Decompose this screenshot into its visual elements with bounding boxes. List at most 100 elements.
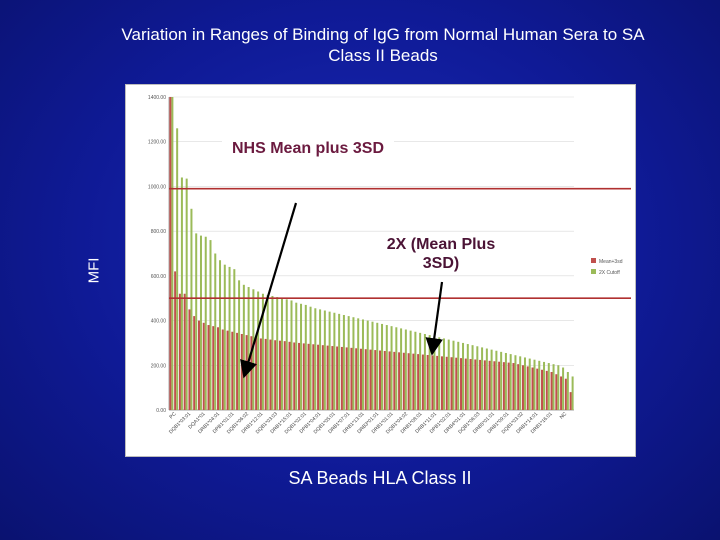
bar-mean-3sd [531, 367, 534, 410]
bar-mean-3sd [212, 326, 215, 410]
bar-2x-cutoff [180, 177, 183, 410]
bar-2x-cutoff [319, 309, 322, 410]
bar-mean-3sd [436, 355, 439, 410]
bar-2x-cutoff [385, 325, 388, 410]
bar-mean-3sd [174, 271, 177, 410]
bar-mean-3sd [183, 293, 186, 410]
bar-mean-3sd [269, 339, 272, 410]
bar-2x-cutoff [309, 306, 312, 410]
bar-2x-cutoff [509, 354, 512, 410]
bar-2x-cutoff [304, 304, 307, 410]
legend-label: Mean+3sd [599, 259, 623, 265]
bar-mean-3sd [350, 347, 353, 410]
bar-mean-3sd [374, 350, 377, 410]
bar-mean-3sd [564, 378, 567, 410]
bar-mean-3sd [507, 362, 510, 410]
bar-2x-cutoff [314, 308, 317, 410]
bar-mean-3sd [498, 361, 501, 410]
bar-mean-3sd [469, 359, 472, 410]
bar-mean-3sd [417, 354, 420, 410]
bar-mean-3sd [550, 371, 553, 410]
bar-2x-cutoff [233, 269, 236, 410]
bar-mean-3sd [560, 376, 563, 410]
bar-2x-cutoff [295, 302, 298, 410]
bar-2x-cutoff [247, 287, 250, 410]
chart-title: Variation in Ranges of Binding of IgG fr… [121, 25, 645, 65]
y-tick-label: 200.00 [151, 363, 167, 369]
bar-mean-3sd [169, 97, 172, 410]
bar-mean-3sd [379, 350, 382, 410]
bar-2x-cutoff [223, 264, 226, 410]
bar-mean-3sd [512, 363, 515, 410]
bar-2x-cutoff [571, 376, 574, 410]
bar-mean-3sd [407, 353, 410, 410]
bar-mean-3sd [278, 340, 281, 410]
bar-2x-cutoff [219, 260, 222, 410]
bar-2x-cutoff [190, 208, 193, 410]
bar-mean-3sd [488, 360, 491, 410]
y-tick-label: 1400.00 [148, 95, 166, 101]
y-tick-label: 0.00 [156, 408, 166, 414]
bar-2x-cutoff [357, 318, 360, 410]
bar-mean-3sd [483, 360, 486, 410]
bar-2x-cutoff [523, 357, 526, 410]
bar-2x-cutoff [566, 371, 569, 410]
bar-2x-cutoff [433, 336, 436, 410]
bar-2x-cutoff [204, 236, 207, 410]
y-tick-label: 800.00 [151, 229, 167, 235]
bar-2x-cutoff [528, 358, 531, 410]
bar-2x-cutoff [519, 356, 522, 410]
bar-2x-cutoff [323, 310, 326, 410]
bar-2x-cutoff [485, 348, 488, 410]
bar-mean-3sd [493, 361, 496, 410]
bar-mean-3sd [283, 341, 286, 410]
x-tick-label: PC [168, 411, 177, 420]
bar-mean-3sd [455, 357, 458, 410]
bar-2x-cutoff [266, 294, 269, 410]
bar-mean-3sd [193, 316, 196, 410]
bar-mean-3sd [383, 350, 386, 410]
legend-swatch [591, 269, 596, 274]
bar-2x-cutoff [185, 178, 188, 410]
bar-mean-3sd [226, 330, 229, 410]
bar-mean-3sd [569, 392, 572, 410]
bar-2x-cutoff [514, 355, 517, 410]
bar-mean-3sd [445, 356, 448, 410]
bar-2x-cutoff [342, 314, 345, 410]
bar-2x-cutoff [414, 331, 417, 410]
bar-mean-3sd [398, 352, 401, 410]
bar-mean-3sd [460, 358, 463, 410]
legend-label: 2X Cutoff [599, 270, 620, 276]
bar-mean-3sd [255, 337, 258, 410]
bar-2x-cutoff [495, 350, 498, 410]
bar-mean-3sd [464, 358, 467, 410]
bar-2x-cutoff [543, 361, 546, 410]
bar-2x-cutoff [404, 329, 407, 410]
bar-2x-cutoff [242, 284, 245, 410]
bar-2x-cutoff [338, 313, 341, 410]
bar-2x-cutoff [471, 345, 474, 410]
bar-2x-cutoff [438, 337, 441, 410]
bar-mean-3sd [555, 374, 558, 410]
bar-mean-3sd [369, 349, 372, 410]
bar-mean-3sd [240, 333, 243, 410]
bar-mean-3sd [364, 349, 367, 410]
y-axis-label: MFI [85, 257, 103, 284]
bar-2x-cutoff [171, 97, 174, 410]
y-tick-label: 1000.00 [148, 184, 166, 190]
bar-2x-cutoff [428, 335, 431, 410]
bar-2x-cutoff [300, 303, 303, 410]
bar-2x-cutoff [371, 321, 374, 410]
bar-2x-cutoff [195, 233, 198, 410]
bar-2x-cutoff [252, 289, 255, 410]
bar-mean-3sd [178, 293, 181, 410]
bar-mean-3sd [207, 325, 210, 410]
bar-2x-cutoff [452, 340, 455, 410]
bar-mean-3sd [355, 348, 358, 410]
bar-2x-cutoff [257, 291, 260, 410]
bar-2x-cutoff [376, 322, 379, 410]
bar-2x-cutoff [442, 338, 445, 410]
bar-mean-3sd [312, 344, 315, 410]
bar-2x-cutoff [280, 298, 283, 410]
bar-2x-cutoff [199, 235, 202, 410]
